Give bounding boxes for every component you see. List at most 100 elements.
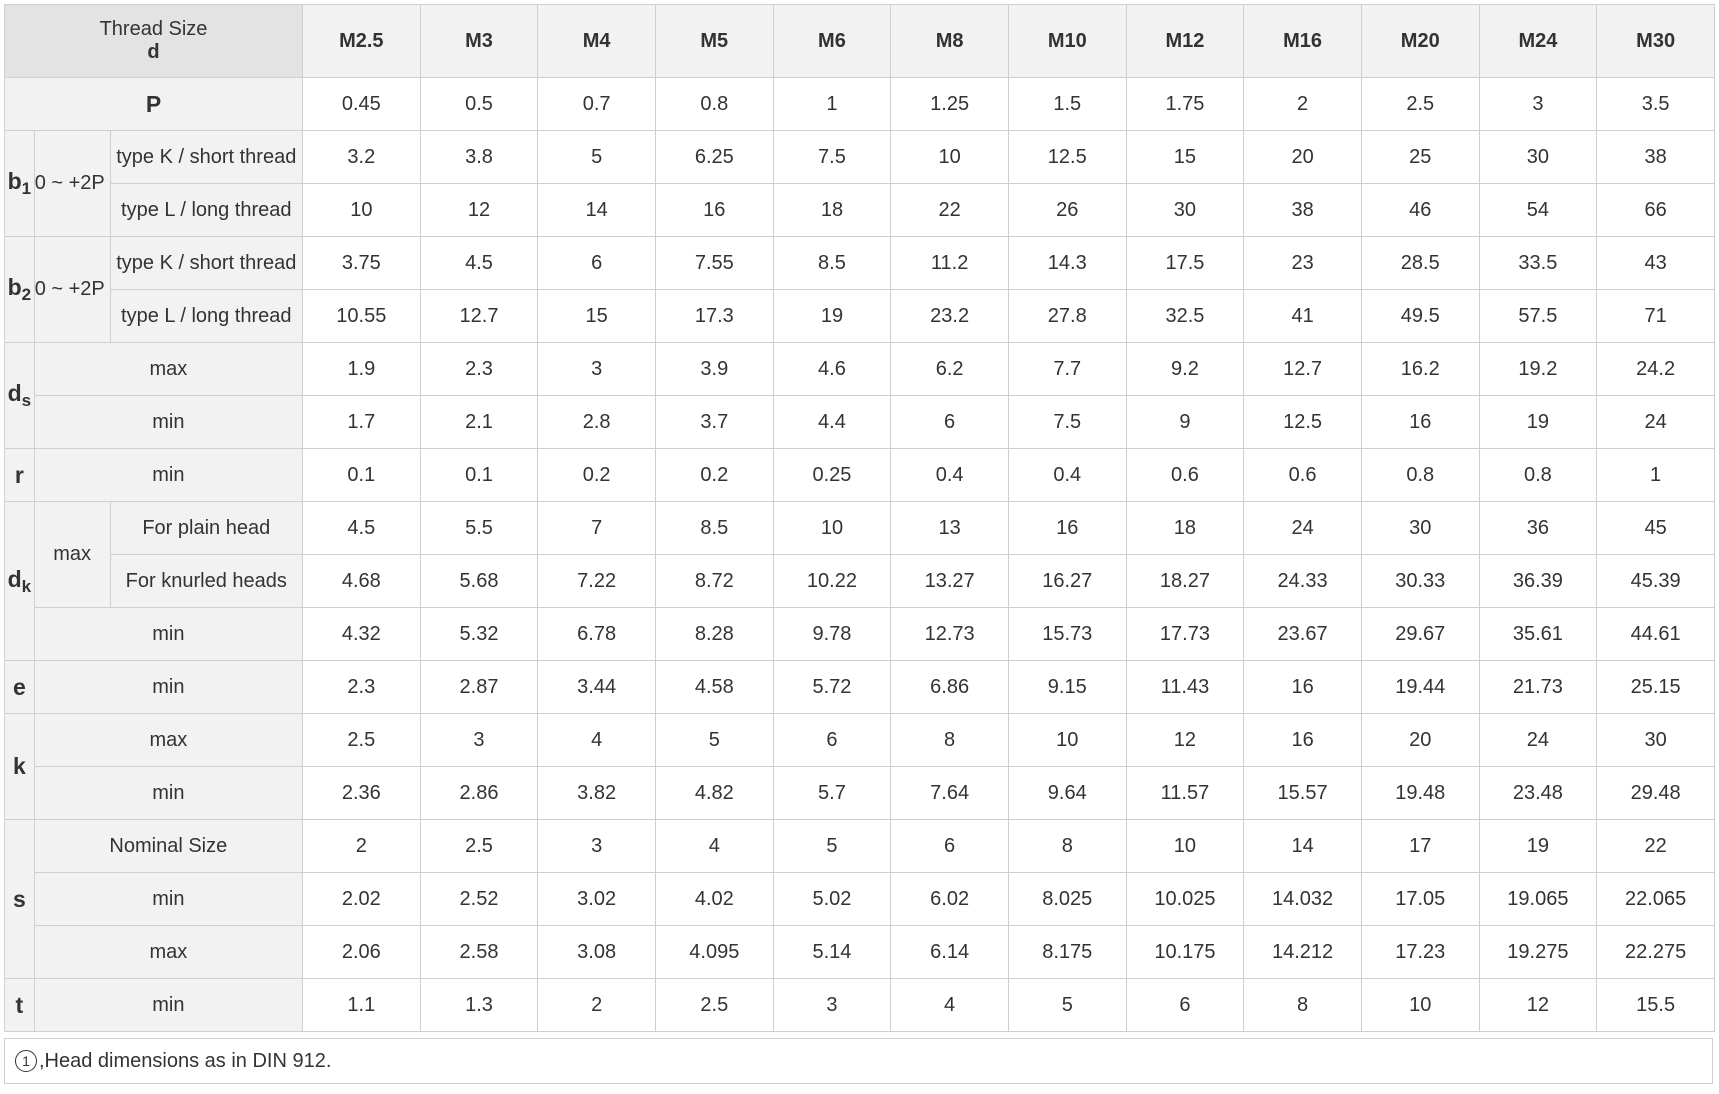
value-cell: 66 <box>1596 183 1715 237</box>
value-cell: 30 <box>1478 130 1598 184</box>
symbol-ds: ds <box>4 342 35 449</box>
k-max-label: max <box>33 713 304 767</box>
row-s-max: max 2.06 2.58 3.08 4.095 5.14 6.14 8.175 10.175… <box>5 925 1715 979</box>
size-header-cell: M2.5 <box>302 4 421 78</box>
value-cell: 3 <box>537 342 656 396</box>
dk-max-label: max <box>33 501 111 608</box>
value-cell: 9.78 <box>772 607 892 661</box>
value-cell: 8.175 <box>1007 925 1127 979</box>
value-cell: 4.5 <box>302 501 421 555</box>
value-cell: 2.06 <box>302 925 421 979</box>
dk-plain-label: For plain head <box>109 501 304 555</box>
value-cell: 36 <box>1478 501 1598 555</box>
value-cell: 10 <box>772 501 892 555</box>
value-cell: 32.5 <box>1125 289 1245 343</box>
value-cell: 10 <box>890 130 1009 184</box>
header-row: Thread Size d M2.5 M3 M4 M5 M6 M8 M10 M1… <box>4 4 1715 78</box>
value-cell: 19.275 <box>1478 925 1598 979</box>
value-cell: 29.48 <box>1596 766 1715 820</box>
row-pitch: P 0.45 0.5 0.7 0.8 1 1.25 1.5 1.75 2 2.5 3 3.5 <box>4 77 1715 131</box>
value-cell: 30.33 <box>1360 554 1480 608</box>
thread-size-header: Thread Size d <box>4 4 303 78</box>
value-cell: 15 <box>537 289 656 343</box>
value-cell: 10.55 <box>302 289 421 343</box>
value-cell: 2.86 <box>419 766 539 820</box>
symbol-b1: b1 <box>4 130 35 237</box>
value-cell: 0.6 <box>1243 448 1362 502</box>
size-header-cell: M3 <box>419 4 539 78</box>
value-cell: 7.5 <box>772 130 892 184</box>
row-e-min: e min 2.3 2.87 3.44 4.58 5.72 6.86 9.15 11.43 16… <box>4 660 1715 714</box>
thread-size-symbol: d <box>147 41 160 63</box>
value-cell: 3 <box>1478 77 1598 131</box>
value-cell: 2 <box>1243 77 1362 131</box>
value-cell: 14.3 <box>1007 236 1127 290</box>
value-cell: 4 <box>537 713 656 767</box>
value-cell: 0.2 <box>537 448 656 502</box>
value-cell: 14 <box>537 183 656 237</box>
value-cell: 8.025 <box>1007 872 1127 926</box>
value-cell: 35.61 <box>1478 607 1598 661</box>
b2-type-l-label: type L / long thread <box>109 289 304 343</box>
row-dk-plain: dk max For plain head 4.5 5.5 7 8.5 10 13 16 18… <box>4 501 1715 661</box>
value-cell: 1 <box>772 77 892 131</box>
value-cell: 9.64 <box>1007 766 1127 820</box>
row-b2-short: b2 0 ~ +2P type K / short thread 3.75 4.5… <box>4 236 1715 343</box>
value-cell: 4.6 <box>772 342 892 396</box>
value-cell: 1.25 <box>890 77 1009 131</box>
value-cell: 19.065 <box>1478 872 1598 926</box>
value-cell: 2.58 <box>419 925 539 979</box>
value-cell: 24 <box>1243 501 1362 555</box>
value-cell: 0.8 <box>1478 448 1598 502</box>
value-cell: 43 <box>1596 236 1715 290</box>
value-cell: 10 <box>1360 978 1480 1032</box>
symbol-t: t <box>4 978 35 1032</box>
value-cell: 30 <box>1125 183 1245 237</box>
value-cell: 0.4 <box>1007 448 1127 502</box>
value-cell: 5.72 <box>772 660 892 714</box>
row-b1-short: b1 0 ~ +2P type K / short thread 3.2 3.8 5… <box>4 130 1715 237</box>
value-cell: 6.14 <box>890 925 1009 979</box>
size-header-cell: M24 <box>1478 4 1598 78</box>
value-cell: 26 <box>1007 183 1127 237</box>
value-cell: 3.7 <box>654 395 774 449</box>
value-cell: 27.8 <box>1007 289 1127 343</box>
value-cell: 19.2 <box>1478 342 1598 396</box>
value-cell: 19.48 <box>1360 766 1480 820</box>
row-dk-knurled: For knurled heads 4.68 5.68 7.22 8.72 10.22 1… <box>5 554 1715 608</box>
value-cell: 54 <box>1478 183 1598 237</box>
row-k-min: min 2.36 2.86 3.82 4.82 5.7 7.64 9.64 11.57 15.5… <box>5 766 1715 820</box>
value-cell: 3.08 <box>537 925 656 979</box>
value-cell: 2.8 <box>537 395 656 449</box>
dimension-table-container: Thread Size d M2.5 M3 M4 M5 M6 M8 M10 M1… <box>4 4 1715 1084</box>
value-cell: 17 <box>1360 819 1480 873</box>
value-cell: 5.02 <box>772 872 892 926</box>
value-cell: 29.67 <box>1360 607 1480 661</box>
value-cell: 2.36 <box>302 766 421 820</box>
value-cell: 45.39 <box>1596 554 1715 608</box>
size-header-cell: M20 <box>1360 4 1480 78</box>
value-cell: 16.2 <box>1360 342 1480 396</box>
row-ds-max: ds max 1.9 2.3 3 3.9 4.6 6.2 7.7 9.2 12.7 16.2 19.… <box>4 342 1715 449</box>
size-header-cell: M12 <box>1125 4 1245 78</box>
value-cell: 2.5 <box>654 978 774 1032</box>
value-cell: 30 <box>1596 713 1715 767</box>
value-cell: 2.3 <box>419 342 539 396</box>
value-cell: 5.7 <box>772 766 892 820</box>
value-cell: 38 <box>1243 183 1362 237</box>
value-cell: 1.3 <box>419 978 539 1032</box>
value-cell: 19 <box>1478 819 1598 873</box>
value-cell: 2 <box>537 978 656 1032</box>
value-cell: 46 <box>1360 183 1480 237</box>
ds-min-label: min <box>33 395 304 449</box>
s-min-label: min <box>33 872 304 926</box>
row-t-min: t min 1.1 1.3 2 2.5 3 4 5 6 8 10 12 15.5 <box>4 978 1715 1032</box>
value-cell: 3 <box>419 713 539 767</box>
value-cell: 3.8 <box>419 130 539 184</box>
s-max-label: max <box>33 925 304 979</box>
value-cell: 15.73 <box>1007 607 1127 661</box>
value-cell: 36.39 <box>1478 554 1598 608</box>
symbol-dk: dk <box>4 501 35 661</box>
value-cell: 4 <box>890 978 1009 1032</box>
value-cell: 21.73 <box>1478 660 1598 714</box>
